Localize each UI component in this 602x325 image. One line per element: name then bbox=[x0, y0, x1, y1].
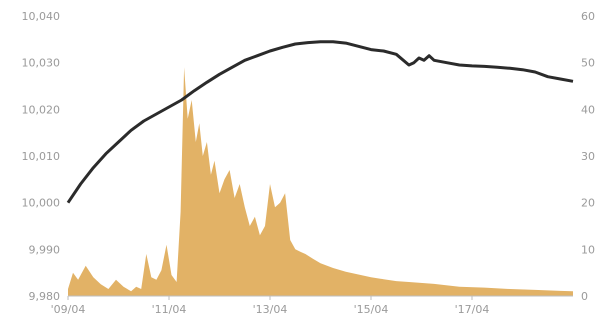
x-ticks: '09/04 '11/04 '13/04 '15/04 '17/04 bbox=[51, 296, 490, 316]
y-left-tick-label: 10,000 bbox=[22, 197, 61, 210]
y-left-tick-label: 10,020 bbox=[22, 103, 61, 116]
y-right-tick-label: 30 bbox=[581, 150, 595, 163]
area-layer bbox=[68, 67, 573, 296]
y-left-tick-label: 10,030 bbox=[22, 57, 61, 70]
x-tick-label: '17/04 bbox=[455, 303, 490, 316]
y-left-tick-label: 10,040 bbox=[22, 10, 61, 23]
y-left-tick-label: 10,010 bbox=[22, 150, 61, 163]
y-right-tick-label: 10 bbox=[581, 243, 595, 256]
y-right-tick-label: 60 bbox=[581, 10, 595, 23]
line-series bbox=[66, 40, 574, 204]
y-right-tick-label: 0 bbox=[581, 290, 588, 303]
x-tick-label: '11/04 bbox=[152, 303, 187, 316]
x-tick-label: '09/04 bbox=[51, 303, 86, 316]
y-right-tick-label: 20 bbox=[581, 197, 595, 210]
x-tick-label: '13/04 bbox=[253, 303, 288, 316]
y-left-tick-label: 9,990 bbox=[29, 243, 61, 256]
y-right-ticks: 0 10 20 30 40 50 60 bbox=[581, 10, 595, 303]
line-layer bbox=[66, 40, 574, 204]
y-right-tick-label: 40 bbox=[581, 103, 595, 116]
x-tick-label: '15/04 bbox=[354, 303, 389, 316]
y-left-ticks: 9,980 9,990 10,000 10,010 10,020 10,030 10,040 bbox=[22, 10, 61, 303]
area-series-fill bbox=[68, 67, 573, 296]
y-left-tick-label: 9,980 bbox=[29, 290, 61, 303]
y-right-tick-label: 50 bbox=[581, 57, 595, 70]
